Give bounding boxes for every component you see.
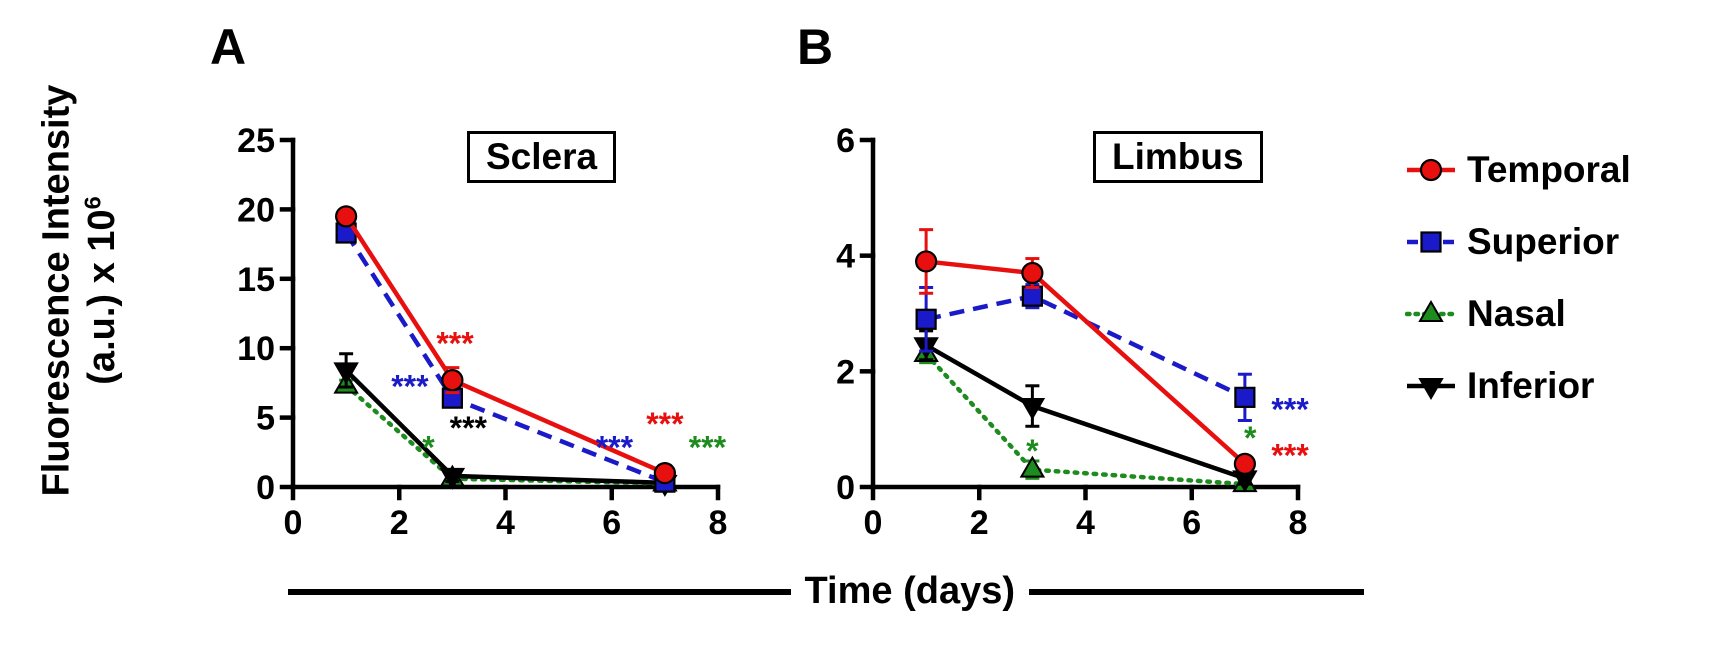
x-axis-rule-right [1029, 588, 1364, 595]
series-nasal [913, 339, 1258, 493]
nasal-marker-icon [1405, 300, 1457, 322]
svg-text:***: *** [689, 429, 727, 465]
svg-text:6: 6 [836, 122, 855, 160]
svg-text:***: *** [646, 406, 684, 442]
legend-label: Nasal [1467, 293, 1566, 334]
temporal-marker-icon [1407, 158, 1455, 182]
series-inferior [913, 329, 1258, 493]
svg-text:6: 6 [602, 504, 621, 542]
svg-text:4: 4 [496, 504, 515, 542]
legend-label: Temporal [1467, 149, 1631, 190]
svg-text:0: 0 [256, 469, 275, 507]
panel-b-letter: B [797, 19, 834, 75]
svg-text:8: 8 [1289, 504, 1308, 542]
legend-item-inferior: Inferior [1405, 364, 1631, 408]
series-temporal [335, 205, 676, 485]
svg-text:*: * [1244, 420, 1257, 456]
svg-text:***: *** [1271, 438, 1309, 474]
svg-text:***: *** [1271, 391, 1309, 427]
panel-a-region-label: Sclera [467, 131, 617, 183]
y-axis-exponent: 6 [79, 196, 106, 210]
svg-text:*: * [422, 429, 435, 465]
series-inferior [333, 352, 678, 497]
tick-labels: 0 2 4 6 8 0 2 4 6 [836, 122, 1307, 542]
y-axis-label-line1: Fluorescence Intensity [35, 84, 78, 497]
significance-annotations: ******** [1026, 391, 1309, 473]
svg-text:***: *** [450, 410, 488, 446]
superior-marker-icon [1407, 231, 1455, 253]
svg-text:2: 2 [970, 504, 989, 542]
svg-text:4: 4 [836, 238, 855, 276]
inferior-marker-icon [1407, 378, 1455, 400]
axes [279, 137, 721, 501]
svg-text:*: * [1026, 433, 1039, 469]
svg-text:***: *** [596, 429, 634, 465]
x-axis-label-row: Time (days) [288, 570, 1364, 613]
y-axis-label: Fluorescence Intensity (a.u.) x 106 [35, 51, 124, 531]
svg-text:***: *** [391, 368, 429, 404]
legend: Temporal Superior Nasal Inferior [1405, 148, 1631, 436]
x-axis-label: Time (days) [804, 570, 1015, 612]
axes [859, 137, 1301, 501]
tick-labels: 0 2 4 6 8 0 5 10 15 20 25 [237, 122, 727, 542]
legend-label: Superior [1467, 221, 1620, 262]
svg-text:6: 6 [1182, 504, 1201, 542]
panel-a-letter: A [210, 19, 247, 75]
svg-text:***: *** [436, 325, 474, 361]
legend-label: Inferior [1467, 365, 1595, 406]
svg-text:0: 0 [284, 504, 303, 542]
svg-text:10: 10 [237, 330, 275, 368]
svg-text:15: 15 [237, 261, 275, 299]
x-axis-rule-left [288, 588, 791, 595]
svg-text:20: 20 [237, 191, 275, 229]
legend-item-temporal: Temporal [1405, 148, 1631, 192]
series-superior [915, 283, 1256, 422]
svg-text:0: 0 [864, 504, 883, 542]
significance-annotations: **************** *** [391, 325, 726, 465]
svg-text:4: 4 [1076, 504, 1095, 542]
svg-text:0: 0 [836, 469, 855, 507]
svg-text:8: 8 [709, 504, 728, 542]
svg-text:2: 2 [836, 353, 855, 391]
svg-text:5: 5 [256, 400, 275, 438]
svg-text:2: 2 [390, 504, 409, 542]
legend-item-nasal: Nasal [1405, 292, 1631, 336]
y-axis-label-line2: (a.u.) x 106 [79, 196, 123, 385]
legend-item-superior: Superior [1405, 220, 1631, 264]
svg-text:25: 25 [237, 122, 275, 160]
panel-b-region-label: Limbus [1093, 131, 1263, 183]
series-temporal [915, 228, 1256, 475]
